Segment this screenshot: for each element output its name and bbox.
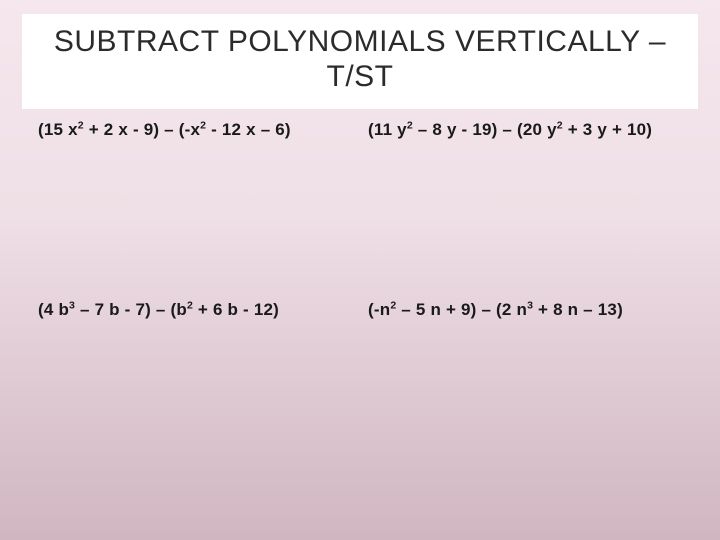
problem-top-left: (15 x2 + 2 x - 9) – (-x2 - 12 x – 6) [38, 120, 360, 140]
slide-title: SUBTRACT POLYNOMIALS VERTICALLY – T/ST [40, 24, 680, 95]
problem-bottom-right: (-n2 – 5 n + 9) – (2 n3 + 8 n – 13) [360, 300, 682, 320]
content-area: (15 x2 + 2 x - 9) – (-x2 - 12 x – 6) (11… [38, 120, 682, 510]
problem-top-right: (11 y2 – 8 y - 19) – (20 y2 + 3 y + 10) [360, 120, 682, 140]
title-box: SUBTRACT POLYNOMIALS VERTICALLY – T/ST [22, 14, 698, 109]
problem-bottom-left: (4 b3 – 7 b - 7) – (b2 + 6 b - 12) [38, 300, 360, 320]
row-bottom: (4 b3 – 7 b - 7) – (b2 + 6 b - 12) (-n2 … [38, 300, 682, 320]
slide: SUBTRACT POLYNOMIALS VERTICALLY – T/ST (… [0, 0, 720, 540]
row-top: (15 x2 + 2 x - 9) – (-x2 - 12 x – 6) (11… [38, 120, 682, 140]
